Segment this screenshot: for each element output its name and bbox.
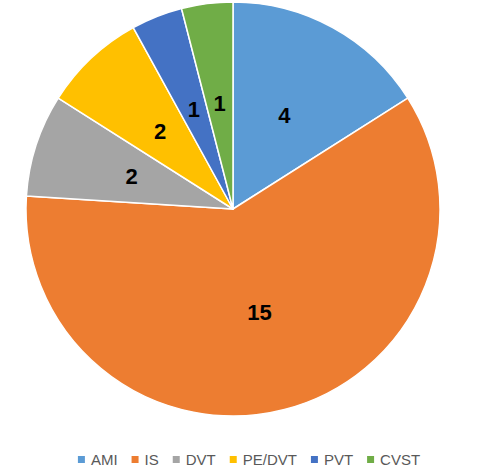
svg-text:CVST: CVST xyxy=(380,451,420,468)
svg-text:2: 2 xyxy=(154,119,166,144)
svg-text:4: 4 xyxy=(278,103,291,128)
svg-text:PE/DVT: PE/DVT xyxy=(243,451,297,468)
svg-text:2: 2 xyxy=(126,164,138,189)
svg-text:1: 1 xyxy=(214,91,226,116)
svg-text:1: 1 xyxy=(188,97,200,122)
svg-text:IS: IS xyxy=(145,451,159,468)
svg-text:DVT: DVT xyxy=(186,451,216,468)
svg-text:15: 15 xyxy=(247,300,271,325)
svg-text:PVT: PVT xyxy=(324,451,353,468)
svg-text:AMI: AMI xyxy=(91,451,118,468)
